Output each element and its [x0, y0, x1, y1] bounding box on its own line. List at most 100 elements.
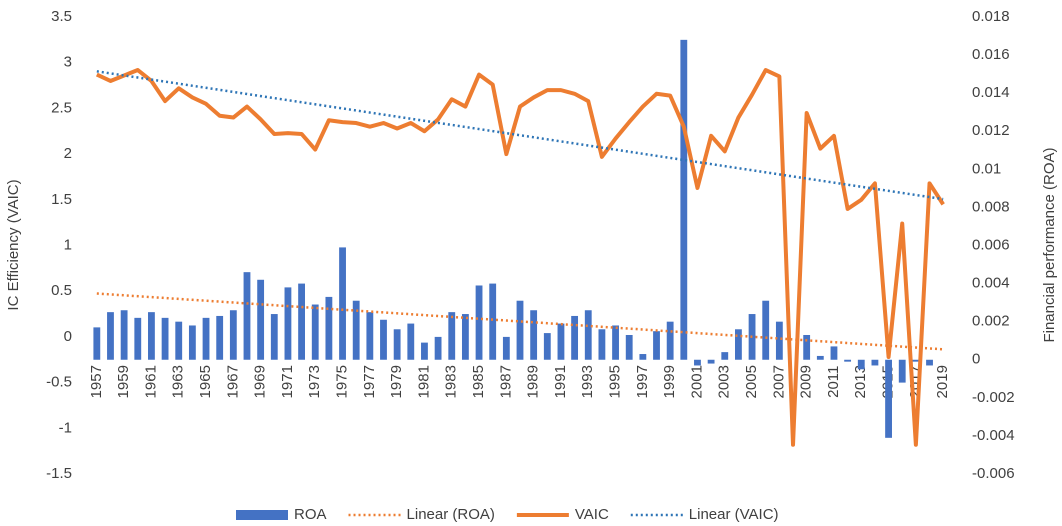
bar: [912, 359, 920, 362]
bar: [885, 359, 892, 438]
bar: [257, 279, 265, 360]
x-tick-label: 2019: [934, 365, 951, 398]
bar: [830, 346, 838, 360]
bar: [134, 317, 142, 360]
bar: [612, 325, 619, 360]
x-tick-label: 1961: [142, 365, 159, 398]
y-tick-label: -0.5: [46, 374, 72, 391]
y-tick-label: -1.5: [46, 465, 72, 482]
y-tick-label: 1.5: [51, 191, 72, 208]
bar: [707, 359, 715, 364]
x-tick-label: 1995: [607, 365, 624, 398]
bar: [202, 317, 210, 360]
bar: [543, 333, 551, 360]
x-tick-label: 1977: [361, 365, 378, 398]
y-tick-label: 3: [64, 54, 72, 71]
y2-tick-label: 0.014: [972, 84, 1010, 101]
x-tick-label: 1983: [443, 365, 460, 398]
x-tick-label: 1999: [661, 365, 678, 398]
x-tick-label: 1969: [252, 365, 269, 398]
x-tick-label: 1979: [388, 365, 405, 398]
y-tick-label: 0: [64, 328, 72, 345]
bar: [434, 336, 442, 360]
bar: [844, 359, 852, 362]
bar: [516, 300, 524, 360]
bar: [270, 314, 278, 360]
y2-tick-label: -0.004: [972, 427, 1015, 444]
bar: [93, 327, 101, 360]
bar: [898, 359, 906, 383]
bar: [120, 310, 128, 360]
bar: [298, 283, 305, 360]
bar: [311, 304, 319, 360]
bar: [489, 283, 497, 360]
y-tick-label: 2: [64, 145, 72, 162]
x-tick-label: 2011: [825, 366, 842, 398]
y2-tick-label: 0.016: [972, 46, 1010, 63]
y-tick-label: 3.5: [51, 8, 72, 25]
bar: [366, 312, 374, 360]
bar: [339, 247, 346, 360]
y2-tick-label: 0.012: [972, 122, 1010, 139]
y2-axis-title: Financial performance (ROA): [1041, 147, 1058, 342]
legend-label: Linear (VAIC): [689, 506, 779, 523]
x-tick-label: 1981: [415, 365, 432, 398]
x-tick-label: 1973: [306, 365, 323, 398]
y-axis-title: IC Efficiency (VAIC): [5, 179, 22, 310]
x-tick-label: 1957: [88, 365, 105, 398]
bar: [107, 312, 114, 360]
x-tick-label: 2001: [688, 365, 705, 398]
bar: [584, 310, 592, 360]
bar: [407, 323, 415, 360]
x-tick-label: 1997: [634, 365, 651, 398]
bar: [393, 329, 401, 360]
x-tick-label: 1967: [224, 365, 241, 398]
x-tick-label: 2009: [798, 365, 815, 398]
x-tick-label: 1993: [579, 365, 596, 398]
bar: [352, 300, 360, 360]
bar: [325, 296, 333, 360]
x-tick-label: 1963: [170, 365, 187, 398]
bar: [175, 321, 183, 360]
bar: [694, 359, 701, 366]
y-tick-label: 2.5: [51, 99, 72, 116]
bar: [448, 312, 456, 360]
bar: [721, 352, 729, 360]
x-tick-label: 1965: [197, 365, 214, 398]
bar: [625, 334, 633, 360]
y2-tick-label: 0.006: [972, 236, 1010, 253]
bar: [680, 39, 688, 360]
bar: [775, 321, 783, 360]
x-tick-label: 1975: [334, 365, 351, 398]
bar: [216, 315, 224, 360]
y2-tick-label: 0.004: [972, 275, 1010, 292]
y-tick-label: 0.5: [51, 282, 72, 299]
legend-label: VAIC: [575, 506, 609, 523]
bar: [666, 321, 674, 360]
legend-label: ROA: [294, 506, 327, 523]
bar: [735, 329, 742, 360]
x-tick-label: 2013: [852, 365, 869, 398]
y2-tick-label: 0.018: [972, 8, 1010, 25]
y-tick-label: -1: [59, 419, 72, 436]
x-tick-label: 1985: [470, 365, 487, 398]
x-tick-label: 1987: [497, 365, 514, 398]
bar: [161, 317, 169, 360]
bar: [243, 272, 251, 360]
y2-tick-label: 0.002: [972, 313, 1010, 330]
y-tick-label: 1: [64, 236, 72, 253]
x-tick-label: 2007: [770, 365, 787, 398]
bar: [803, 334, 811, 360]
x-tick-label: 1989: [525, 365, 542, 398]
bar: [284, 287, 292, 360]
x-tick-label: 1991: [552, 365, 569, 398]
bar: [461, 314, 469, 360]
x-tick-label: 1959: [115, 365, 132, 398]
bar: [762, 300, 770, 360]
y2-tick-label: 0: [972, 351, 980, 368]
bar: [557, 323, 565, 360]
line: [95, 68, 945, 447]
bar: [188, 325, 196, 360]
bar: [421, 342, 428, 360]
